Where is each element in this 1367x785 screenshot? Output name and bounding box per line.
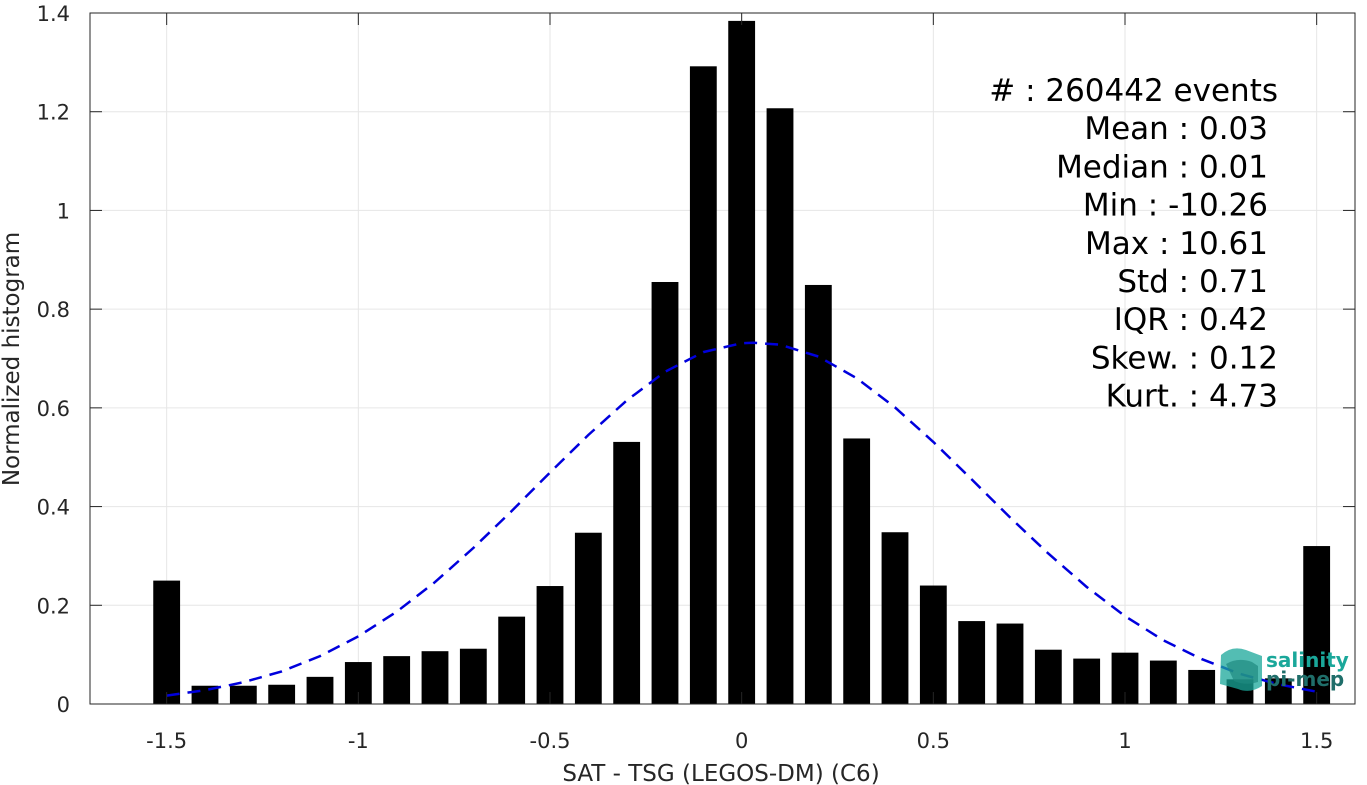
stat-line: Median : 0.01 [1056,149,1268,185]
logo-text-pi-mep: pi-mep [1266,667,1344,691]
y-tick-label: 1.2 [37,101,70,125]
axis-ticks [90,12,1355,705]
x-tick-label: 1 [1118,729,1131,753]
x-tick-labels: -1.5 -1 -0.5 0 0.5 1 1.5 [146,729,1333,753]
histogram-bar [919,585,947,704]
x-tick-label: 0 [735,729,748,753]
x-tick-label: -0.5 [530,729,571,753]
stat-line: Skew. : 0.12 [1091,340,1278,376]
histogram-bar [1188,669,1216,704]
histogram-bar [498,616,526,704]
y-tick-label: 0 [57,693,70,717]
histogram-bar [804,284,832,704]
histogram-bar [1073,658,1101,704]
histogram-bars [153,20,1331,705]
stat-line: Kurt. : 4.73 [1106,379,1278,415]
y-tick-labels: 0 0.2 0.4 0.6 0.8 1 1.2 1.4 [37,2,70,717]
logo-wave-icon-inner [1226,659,1258,684]
stat-line: IQR : 0.42 [1114,302,1268,338]
histogram-bar [996,623,1024,704]
stat-line: # : 260442 events [989,73,1278,109]
stat-line: Std : 0.71 [1117,264,1268,300]
histogram-bar [958,621,986,704]
x-axis-label: SAT - TSG (LEGOS-DM) (C6) [562,761,879,785]
histogram-bar [613,441,641,704]
histogram-bar [383,656,411,704]
histogram-bar [651,281,679,704]
y-axis-label: Normalized histogram [0,232,25,486]
histogram-bar [843,438,871,704]
x-tick-label: -1 [348,729,369,753]
histogram-bar [728,20,756,704]
x-tick-label: 1.5 [1300,729,1333,753]
histogram-bar [306,676,334,704]
stat-line: Max : 10.61 [1085,226,1268,262]
histogram-bar [1149,660,1177,704]
histogram-bar [1303,546,1331,704]
y-tick-label: 0.4 [37,496,70,520]
histogram-bar [574,532,602,704]
y-tick-label: 0.8 [37,298,70,322]
histogram-bar [766,108,794,705]
stat-line: Mean : 0.03 [1084,111,1268,147]
y-tick-label: 0.6 [37,397,70,421]
grid-lines [90,12,1355,705]
logo-text-salinity: salinity [1266,648,1349,672]
y-tick-label: 0.2 [37,594,70,618]
y-tick-label: 1 [57,199,70,223]
histogram-bar [229,685,257,704]
histogram-bar [268,684,296,704]
histogram-bar [153,580,181,704]
histogram-bar [1034,649,1062,704]
x-tick-label: -1.5 [146,729,187,753]
x-tick-label: 0.5 [917,729,950,753]
histogram-bar [689,66,717,704]
y-tick-label: 1.4 [37,2,70,26]
histogram-bar [459,648,487,704]
histogram-bar [536,586,564,704]
stat-line: Min : -10.26 [1083,188,1268,224]
plot-frame [89,12,1356,705]
salinity-pi-mep-logo: salinity pi-mep [1220,648,1349,691]
histogram-bar [881,532,909,704]
histogram-bar [421,651,449,704]
normal-fit-curve [166,341,1317,697]
